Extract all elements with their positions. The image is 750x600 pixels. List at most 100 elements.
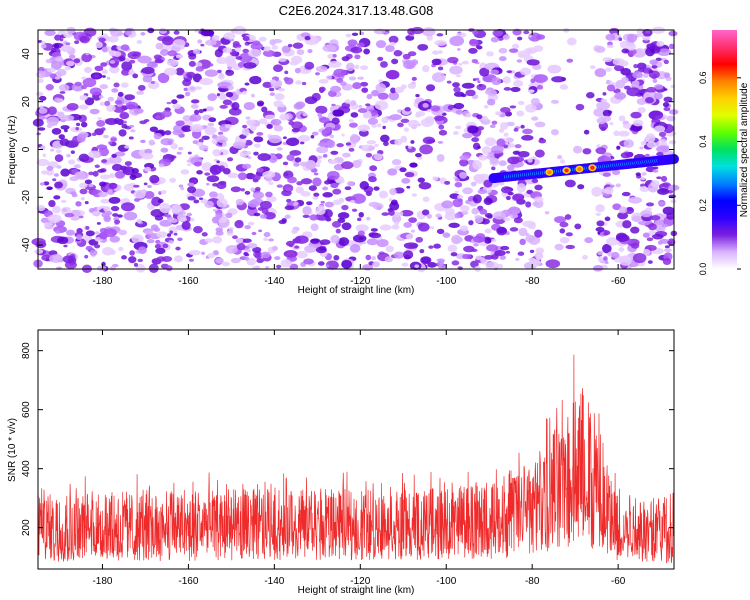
noise-blob (496, 138, 506, 148)
noise-blob (612, 58, 625, 66)
noise-blob (656, 41, 665, 47)
noise-blob (101, 159, 108, 163)
noise-blob (422, 136, 436, 145)
noise-blob (240, 188, 245, 192)
noise-blob (54, 56, 64, 62)
noise-blob (302, 206, 312, 215)
noise-blob (600, 98, 608, 103)
noise-blob (341, 133, 345, 137)
noise-blob (454, 181, 463, 188)
noise-blob (324, 201, 334, 208)
noise-blob (116, 32, 124, 36)
noise-blob (235, 47, 242, 53)
noise-blob (419, 144, 433, 155)
noise-blob (129, 174, 137, 180)
noise-blob (489, 124, 496, 129)
noise-blob (508, 48, 519, 53)
noise-blob (349, 133, 360, 144)
noise-blob (255, 186, 261, 191)
noise-blob (88, 150, 101, 159)
noise-blob (224, 123, 233, 129)
noise-blob (227, 157, 234, 162)
noise-blob (333, 68, 347, 78)
noise-blob (406, 185, 411, 189)
noise-blob (596, 101, 611, 110)
noise-blob (183, 87, 189, 92)
noise-blob (265, 191, 273, 198)
noise-blob (244, 190, 251, 195)
noise-blob (278, 219, 287, 225)
noise-blob (317, 155, 323, 160)
noise-blob (348, 119, 354, 123)
noise-blob (249, 75, 262, 85)
noise-blob (109, 60, 116, 64)
noise-blob (293, 102, 304, 110)
noise-blob (225, 57, 237, 67)
noise-blob (375, 40, 387, 49)
noise-blob (289, 150, 302, 156)
noise-blob (483, 197, 493, 205)
noise-blob (73, 58, 81, 64)
noise-blob (259, 200, 272, 210)
noise-blob (662, 102, 670, 108)
noise-blob (577, 184, 585, 190)
noise-blob (565, 232, 573, 237)
noise-blob (462, 253, 472, 260)
noise-blob (310, 223, 319, 232)
noise-blob (268, 134, 282, 144)
noise-blob (250, 187, 256, 192)
noise-blob (426, 109, 431, 113)
noise-blob (250, 42, 263, 50)
noise-blob (503, 132, 509, 137)
noise-blob (80, 121, 88, 128)
noise-blob (158, 191, 162, 195)
noise-blob (282, 136, 287, 140)
noise-blob (503, 87, 512, 91)
noise-blob (108, 50, 117, 57)
noise-blob (408, 217, 417, 223)
noise-blob (38, 107, 48, 114)
noise-blob (596, 144, 601, 148)
noise-blob (357, 230, 365, 236)
noise-blob (529, 249, 535, 254)
noise-blob (331, 220, 342, 228)
noise-blob (313, 172, 319, 176)
noise-blob (108, 196, 121, 204)
noise-blob (657, 240, 663, 245)
noise-blob (390, 87, 397, 94)
noise-blob (113, 82, 120, 88)
noise-blob (484, 228, 492, 234)
noise-blob (454, 178, 460, 182)
noise-blob (437, 140, 444, 144)
noise-blob (186, 71, 196, 79)
noise-blob (154, 115, 161, 119)
noise-blob (329, 134, 335, 139)
noise-blob (363, 112, 372, 118)
noise-blob (43, 222, 53, 227)
noise-blob (196, 170, 203, 175)
noise-blob (117, 214, 123, 218)
noise-blob (188, 249, 201, 256)
noise-blob (75, 127, 79, 131)
noise-blob (164, 214, 172, 218)
noise-blob (500, 122, 509, 130)
noise-blob (481, 115, 488, 121)
noise-blob (640, 141, 646, 146)
noise-blob (575, 103, 585, 111)
noise-blob (151, 196, 162, 207)
noise-blob (640, 209, 653, 218)
noise-blob (228, 227, 234, 231)
noise-blob (99, 101, 105, 107)
noise-blob (118, 129, 127, 137)
noise-blob (345, 33, 352, 38)
noise-blob (520, 124, 525, 129)
noise-blob (46, 67, 56, 73)
noise-blob (645, 207, 652, 211)
noise-blob (235, 56, 243, 60)
noise-blob (613, 130, 620, 137)
noise-blob (314, 72, 321, 76)
noise-blob (478, 84, 483, 87)
noise-blob (173, 232, 178, 236)
noise-blob (157, 198, 164, 204)
noise-blob (602, 243, 612, 254)
